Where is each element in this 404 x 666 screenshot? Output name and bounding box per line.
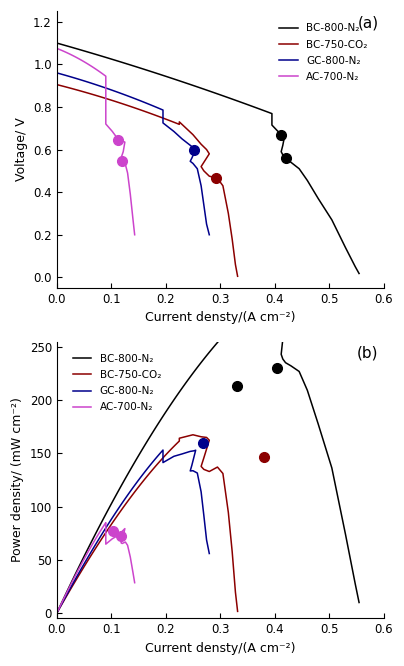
Legend: BC-800-N₂, BC-750-CO₂, GC-800-N₂, AC-700-N₂: BC-800-N₂, BC-750-CO₂, GC-800-N₂, AC-700… — [275, 19, 372, 86]
Legend: BC-800-N₂, BC-750-CO₂, GC-800-N₂, AC-700-N₂: BC-800-N₂, BC-750-CO₂, GC-800-N₂, AC-700… — [69, 350, 165, 417]
X-axis label: Current densty/(A cm⁻²): Current densty/(A cm⁻²) — [145, 642, 295, 655]
Text: (b): (b) — [357, 346, 379, 361]
Y-axis label: Power density/ (mW cm⁻²): Power density/ (mW cm⁻²) — [11, 398, 24, 563]
Y-axis label: Voltage/ V: Voltage/ V — [15, 118, 27, 181]
Text: (a): (a) — [358, 15, 379, 30]
X-axis label: Current densty/(A cm⁻²): Current densty/(A cm⁻²) — [145, 312, 295, 324]
